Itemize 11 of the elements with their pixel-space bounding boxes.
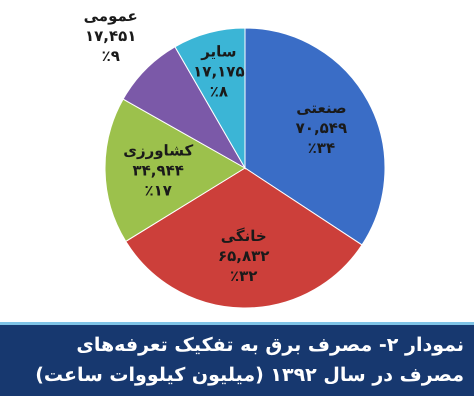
data-label: ۱۷,۴۵۱ ٪۹ bbox=[84, 26, 136, 65]
data-label: ۷۰,۵۴۹ ٪۳۴ bbox=[296, 118, 348, 157]
slice-label: عمومی bbox=[84, 6, 138, 25]
slice-label: سایر bbox=[200, 42, 237, 61]
data-label: ۳۴,۹۴۴ ٪۱۷ bbox=[132, 162, 184, 200]
data-label: ۱۷,۱۷۵ ٪۸ bbox=[193, 62, 245, 101]
data-label: ۶۵,۸۳۲ ٪۳۲ bbox=[218, 246, 270, 285]
slice-label: کشاورزی bbox=[123, 142, 194, 160]
slice-label: صنعتی bbox=[296, 98, 347, 117]
text: نمودار ۲- مصرف برق به تفکیک تعرفه‌های مصرف در سال ۱۳۹۲ (میلیون کیلووات ساعت) bbox=[0, 322, 474, 396]
slice-label: خانگی bbox=[220, 226, 267, 245]
